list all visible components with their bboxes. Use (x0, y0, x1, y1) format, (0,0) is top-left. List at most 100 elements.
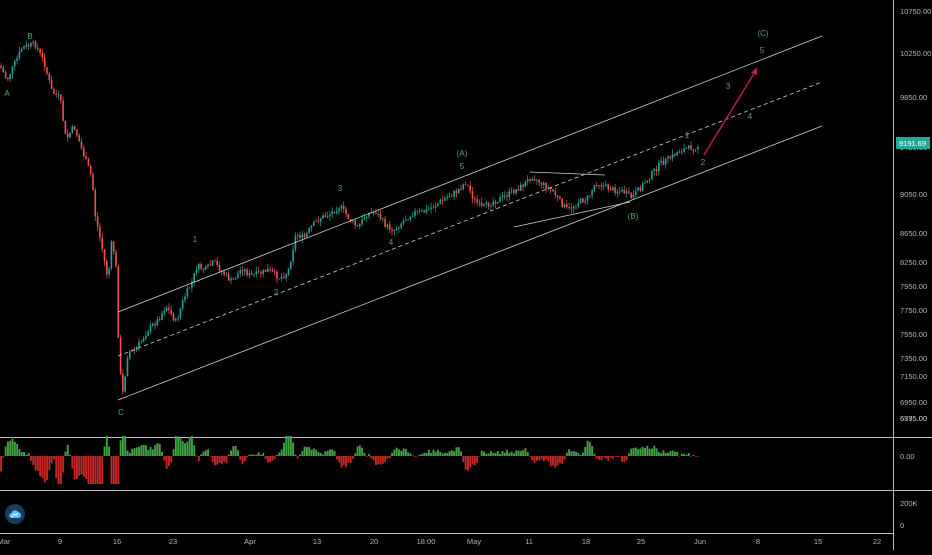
oscillator-bar (648, 448, 651, 456)
time-tick-label: 18:00 (417, 537, 436, 546)
candle-body (250, 273, 253, 275)
candle-body (163, 310, 166, 314)
candle-body (179, 308, 182, 318)
oscillator-bar (515, 450, 518, 456)
candle-body (177, 317, 179, 319)
oscillator-bar (209, 456, 212, 457)
candle-body (152, 323, 154, 326)
oscillator-bar (664, 453, 667, 456)
candle-body (34, 41, 37, 48)
candle-body (188, 287, 191, 289)
candle-body (234, 278, 237, 280)
projection-arrow[interactable] (703, 67, 757, 156)
oscillator-bar (46, 456, 48, 480)
candle-body (211, 260, 214, 266)
projection-arrow-line[interactable] (703, 71, 756, 156)
oscillator-bar (398, 449, 400, 456)
oscillator-bar (234, 445, 237, 456)
oscillator-bar (533, 456, 536, 463)
oscillator-bar (101, 456, 104, 484)
oscillator-bar (170, 456, 173, 463)
oscillator-bar (381, 456, 384, 464)
candle-body (391, 229, 393, 232)
candle-body (43, 57, 46, 68)
triangle-pattern[interactable] (513, 171, 631, 228)
candle-body (614, 187, 616, 194)
oscillator-bar (611, 456, 614, 459)
candle-body (50, 80, 53, 90)
oscillator-bar (561, 456, 564, 465)
oscillator-bar (671, 450, 674, 456)
candle-body (559, 197, 561, 199)
oscillator-bar (71, 456, 74, 469)
oscillator-bar (276, 455, 278, 456)
candle-body (531, 179, 534, 181)
candle-body (55, 93, 57, 95)
candle-body (662, 160, 665, 165)
oscillator-bar (7, 441, 9, 456)
triangle-upper-line[interactable] (529, 171, 606, 176)
last-price-tag: 9191.69 (896, 137, 930, 149)
candle-body (198, 264, 200, 270)
oscillator-bar (177, 436, 180, 456)
oscillator-bar (69, 454, 71, 456)
oscillator-bar (55, 456, 58, 479)
candle-body (549, 187, 552, 190)
oscillator-bar (678, 456, 681, 457)
candle-body (89, 166, 92, 174)
oscillator-bar (579, 454, 582, 456)
candle-body (664, 158, 667, 165)
candle-body (239, 270, 241, 274)
channel-mid-line[interactable] (117, 81, 823, 357)
candle-body (669, 156, 672, 159)
oscillator-bar (39, 456, 42, 477)
candle-body (209, 264, 212, 266)
candle-body (41, 52, 44, 58)
parallel-channel[interactable] (117, 35, 823, 401)
platform-logo-icon[interactable] (5, 504, 25, 524)
oscillator-bar (280, 449, 283, 456)
oscillator-bar (110, 456, 113, 484)
time-tick-label: 23 (169, 537, 177, 546)
oscillator-bar (128, 452, 131, 456)
oscillator-bar (432, 449, 435, 456)
candle-body (641, 183, 644, 191)
candle-body (299, 235, 301, 239)
triangle-lower-line[interactable] (513, 201, 631, 228)
oscillator-bar (356, 446, 359, 456)
channel-upper-line[interactable] (117, 35, 823, 313)
candle-body (421, 210, 423, 212)
candle-body (658, 162, 660, 172)
time-axis[interactable]: Mar 9 16 23 Apr 13 20 18:00 May 11 18 25 Jun 8 15 22 (0, 537, 881, 546)
candle-body (193, 272, 195, 282)
candle-body (582, 198, 584, 203)
price-axis[interactable]: 10750.0010250.009850.009450.009050.00865… (900, 7, 931, 423)
candle-body (310, 225, 313, 229)
candle-body (414, 210, 416, 216)
candle-body (32, 41, 34, 44)
oscillator-bar (618, 456, 621, 457)
oscillator-histogram (0, 436, 699, 484)
candle-body (336, 211, 338, 214)
oscillator-bar (158, 444, 161, 456)
oscillator-bar (549, 456, 552, 467)
oscillator-bar (377, 456, 380, 465)
oscillator-bar (53, 456, 55, 460)
oscillator-bar (595, 456, 598, 459)
oscillator-bar (572, 451, 575, 456)
candle-body (349, 219, 352, 222)
oscillator-bar (308, 447, 311, 456)
oscillator-bar (444, 452, 446, 456)
candle-body (345, 208, 347, 215)
candle-body (566, 204, 568, 207)
wave-label-paren-A: (A) (457, 149, 468, 158)
candle-body (570, 207, 573, 209)
oscillator-bar (161, 451, 163, 456)
oscillator-bar (13, 441, 16, 456)
channel-lower-line[interactable] (117, 125, 823, 401)
oscillator-bar (260, 454, 262, 456)
oscillator-bar (64, 451, 67, 456)
candle-body (648, 179, 651, 181)
